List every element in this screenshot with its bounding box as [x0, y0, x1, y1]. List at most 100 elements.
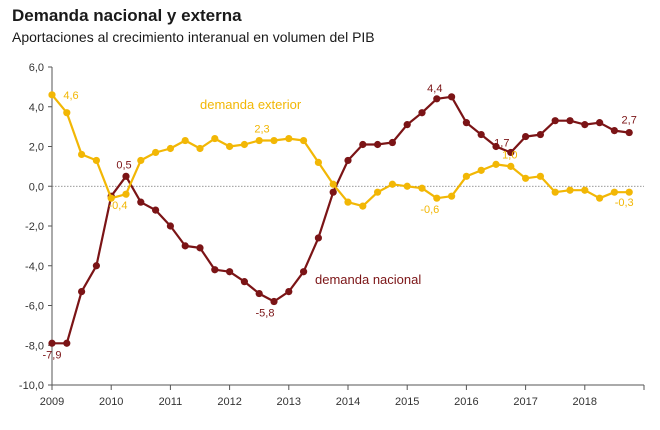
data-label: 0,5 — [116, 159, 131, 171]
x-tick-label: 2010 — [99, 396, 123, 408]
demanda-nacional-point — [211, 266, 219, 274]
demanda-exterior-point — [448, 192, 456, 200]
demanda-nacional-point — [78, 287, 86, 296]
demanda-nacional-point — [359, 140, 367, 149]
demanda-nacional-point — [610, 127, 619, 135]
data-label: 1,7 — [494, 137, 509, 149]
chart-subtitle: Aportaciones al crecimiento interanual e… — [12, 29, 375, 45]
x-tick-label: 2009 — [40, 396, 64, 408]
y-tick-label: -6,0 — [25, 301, 44, 313]
demanda-exterior-point — [78, 150, 86, 159]
demanda-exterior-point — [226, 142, 234, 151]
demanda-exterior-point — [433, 194, 441, 202]
demanda-exterior-point — [507, 162, 515, 170]
demanda-nacional-point — [240, 278, 248, 286]
demanda-nacional-point — [329, 188, 337, 196]
demanda-exterior-point — [300, 136, 308, 145]
demanda-nacional-point — [196, 244, 204, 252]
demanda-exterior-point — [374, 188, 382, 196]
demanda-exterior-point — [536, 172, 545, 180]
demanda-nacional-point — [344, 156, 352, 165]
series-label-demanda-exterior: demanda exterior — [200, 97, 302, 112]
demanda-exterior-point — [359, 202, 367, 210]
demanda-nacional-point — [226, 268, 234, 276]
y-tick-label: 2,0 — [29, 142, 44, 154]
demanda-exterior-point — [92, 156, 100, 165]
data-label: -0,6 — [420, 204, 439, 216]
demanda-nacional-point — [122, 172, 130, 180]
demanda-exterior-point — [551, 188, 559, 196]
demanda-nacional-point — [418, 109, 426, 117]
demanda-nacional-point — [581, 121, 589, 129]
demanda-exterior-point — [625, 188, 633, 196]
demanda-exterior-point — [329, 180, 337, 188]
demanda-nacional-point — [285, 287, 293, 296]
demanda-exterior-point — [137, 156, 145, 165]
demanda-nacional-point — [433, 95, 441, 103]
demanda-nacional-point — [181, 242, 189, 250]
demanda-exterior-point — [107, 194, 115, 202]
demanda-exterior-point — [181, 136, 189, 145]
y-tick-label: -4,0 — [25, 261, 44, 273]
chart-title: Demanda nacional y externa — [12, 6, 242, 25]
data-label: -7,9 — [43, 349, 62, 361]
data-label: 4,6 — [63, 90, 78, 102]
demanda-exterior-point — [522, 174, 530, 182]
demanda-nacional-point — [596, 119, 604, 127]
data-label: 2,7 — [622, 115, 637, 127]
demanda-nacional-line — [52, 95, 630, 345]
demanda-exterior-point — [166, 144, 174, 153]
demanda-nacional-point — [388, 138, 396, 147]
demanda-exterior-point — [255, 136, 263, 145]
demanda-nacional-point — [166, 222, 174, 230]
demanda-nacional-point — [403, 121, 411, 129]
x-tick-label: 2014 — [336, 396, 360, 408]
demanda-nacional-point — [492, 142, 500, 151]
demanda-exterior-point — [48, 91, 56, 99]
x-tick-label: 2016 — [454, 396, 478, 408]
demanda-nacional-point — [477, 130, 485, 139]
demanda-nacional-point — [300, 268, 308, 276]
demanda-nacional-point — [152, 206, 160, 214]
x-tick-label: 2013 — [277, 396, 301, 408]
demanda-exterior-line — [51, 94, 630, 208]
demanda-exterior-point — [63, 109, 71, 117]
y-tick-label: 6,0 — [29, 62, 44, 74]
data-label: -0,3 — [615, 197, 634, 209]
y-tick-label: -8,0 — [25, 340, 44, 352]
demanda-exterior-point — [610, 188, 619, 196]
demanda-exterior-point — [240, 140, 248, 149]
demanda-nacional-point — [48, 339, 56, 347]
data-label: 1,0 — [502, 149, 517, 161]
demanda-nacional-point — [314, 234, 322, 242]
data-label: 2,3 — [254, 124, 269, 136]
x-tick-label: 2018 — [573, 396, 597, 408]
y-tick-label: -10,0 — [19, 380, 44, 392]
demanda-exterior-point — [596, 194, 604, 202]
demanda-nacional-point — [462, 119, 470, 127]
demanda-nacional-point — [566, 117, 574, 125]
x-tick-label: 2012 — [217, 396, 241, 408]
demanda-exterior-point — [196, 144, 204, 153]
y-tick-label: 4,0 — [29, 102, 44, 114]
data-label: 4,4 — [427, 83, 442, 95]
demanda-nacional-point — [255, 289, 263, 298]
demanda-nacional-point — [92, 262, 100, 270]
demanda-exterior-point — [566, 186, 574, 194]
demanda-exterior-point — [344, 198, 352, 206]
x-tick-label: 2015 — [395, 396, 419, 408]
demanda-exterior-point — [270, 136, 278, 145]
x-tick-label: 2017 — [513, 396, 537, 408]
demanda-nacional-point — [536, 130, 545, 139]
demanda-exterior-point — [477, 166, 485, 174]
demanda-nacional-point — [625, 128, 633, 137]
demanda-nacional-point — [374, 140, 382, 149]
demanda-exterior-point — [403, 182, 411, 190]
demanda-exterior-point — [314, 158, 322, 166]
demanda-exterior-point — [122, 190, 130, 198]
demanda-nacional-point — [448, 93, 456, 101]
demanda-nacional-point — [507, 148, 515, 157]
demanda-exterior-point — [492, 160, 500, 168]
y-tick-label: -2,0 — [25, 221, 44, 233]
demanda-exterior-point — [418, 184, 426, 192]
